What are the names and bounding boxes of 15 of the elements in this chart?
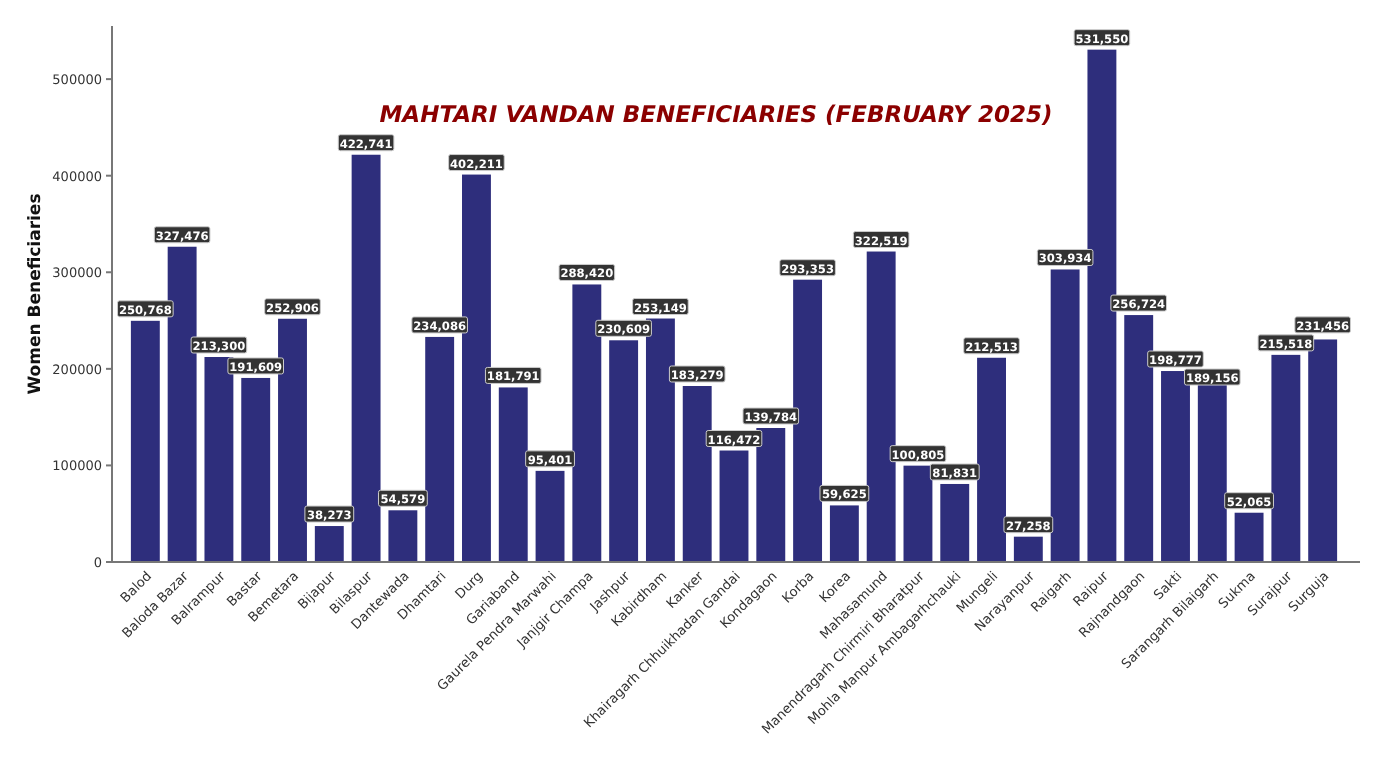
text: MAHTARI VANDAN BENEFICIARIES (FEBRUARY 2025) [379,100,1053,128]
bar [1011,534,1045,563]
bar [239,375,273,563]
bar [423,334,457,563]
y-axis-title: Women Beneficiaries [26,193,46,395]
bar [312,524,346,563]
bar [128,318,162,563]
bar [496,385,530,563]
bar [901,463,935,563]
bar [975,355,1008,563]
bar [607,338,641,563]
bar [827,503,861,563]
bar [717,448,751,563]
bar [533,468,567,563]
bar [938,481,972,563]
